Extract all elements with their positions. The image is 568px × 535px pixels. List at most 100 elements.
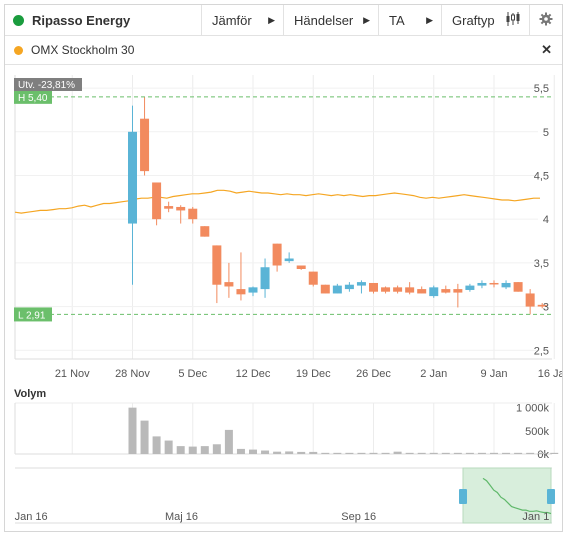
navigator-line bbox=[482, 477, 552, 515]
candle-body bbox=[128, 131, 137, 224]
volume-bar bbox=[405, 452, 414, 454]
x-tick-label: 26 Dec bbox=[356, 368, 391, 380]
volume-bar bbox=[490, 452, 498, 454]
candle-body bbox=[489, 282, 499, 285]
x-tick-label: 2 Jan bbox=[420, 368, 447, 380]
comparison-label: OMX Stockholm 30 bbox=[31, 43, 135, 57]
volume-bar bbox=[381, 452, 390, 454]
price-chart[interactable]: H 5,40 L 2,91 5,5 5 4,5 4 3,5 3 2,5 21 Nov 28 No… bbox=[5, 65, 562, 531]
volume-bar bbox=[369, 452, 378, 454]
volume-bar bbox=[176, 446, 185, 454]
gear-icon bbox=[539, 12, 553, 29]
candle-body bbox=[164, 206, 174, 209]
candles-layer bbox=[128, 96, 547, 315]
chart-type-menu[interactable]: Graftyp bbox=[441, 5, 529, 35]
candle-body bbox=[272, 243, 282, 266]
ta-menu[interactable]: TA ▶ bbox=[378, 5, 441, 35]
volume-tick-label: 500k bbox=[525, 426, 549, 438]
volume-bar bbox=[212, 444, 221, 454]
candle-body bbox=[393, 287, 403, 292]
candle-body bbox=[332, 285, 342, 294]
chevron-right-icon: ▶ bbox=[426, 14, 433, 25]
y-tick-label: 4,5 bbox=[534, 170, 549, 182]
candle-body bbox=[200, 226, 210, 237]
volume-bar bbox=[285, 451, 294, 454]
candle-body bbox=[224, 282, 234, 287]
candle-body bbox=[212, 245, 222, 285]
volume-bar bbox=[429, 452, 438, 454]
low-badge bbox=[14, 307, 52, 322]
settings-button[interactable] bbox=[529, 5, 562, 35]
x-tick-label: 5 Dec bbox=[178, 368, 207, 380]
candle-body bbox=[188, 208, 198, 220]
volume-bar bbox=[514, 452, 523, 454]
high-low-layer: H 5,40 L 2,91 bbox=[14, 89, 552, 322]
candle-body bbox=[140, 118, 150, 172]
x-tick-label: 19 Dec bbox=[296, 368, 331, 380]
volume-panel: Volym 1 000k 500k 0k bbox=[14, 388, 559, 461]
ta-label: TA bbox=[389, 12, 405, 28]
change-label: Utv. -23,81% bbox=[18, 80, 75, 91]
instrument-name: Ripasso Energy bbox=[32, 12, 131, 28]
navigator-tick-label: Jan 1 bbox=[522, 511, 549, 523]
volume-bar bbox=[393, 451, 402, 454]
candle-body bbox=[513, 282, 523, 292]
chart-type-label: Graftyp bbox=[452, 12, 495, 28]
candle-body bbox=[296, 265, 306, 269]
events-label: Händelser bbox=[294, 12, 354, 28]
candle-body bbox=[417, 289, 427, 294]
candle-body bbox=[525, 293, 535, 307]
candle-body bbox=[236, 289, 246, 295]
volume-tick-label: 1 000k bbox=[516, 403, 550, 415]
candle-body bbox=[465, 285, 475, 290]
index-line bbox=[14, 189, 540, 214]
volume-bar bbox=[465, 452, 474, 454]
y-tick-label: 4 bbox=[543, 214, 549, 226]
y-tick-label: 5,5 bbox=[534, 83, 549, 95]
volume-bar bbox=[441, 452, 450, 454]
navigator-tick-label: Sep 16 bbox=[341, 511, 376, 523]
close-icon[interactable]: ✕ bbox=[541, 42, 552, 57]
volume-bar bbox=[321, 452, 330, 454]
y-axis: 5,5 5 4,5 4 3,5 3 2,5 bbox=[534, 83, 549, 357]
candle-body bbox=[356, 282, 366, 286]
volume-bar bbox=[345, 452, 354, 454]
navigator-window bbox=[462, 467, 552, 524]
volume-bar bbox=[417, 452, 426, 454]
chevron-right-icon: ▶ bbox=[268, 14, 275, 25]
compare-menu[interactable]: Jämför ▶ bbox=[201, 5, 283, 35]
candle-body bbox=[441, 289, 451, 293]
events-menu[interactable]: Händelser ▶ bbox=[283, 5, 378, 35]
compare-label: Jämför bbox=[212, 12, 252, 28]
volume-bar bbox=[164, 440, 173, 454]
high-label: H 5,40 bbox=[18, 93, 48, 104]
y-tick-label: 3,5 bbox=[534, 258, 549, 270]
candle-body bbox=[369, 282, 378, 292]
candle-body bbox=[501, 282, 511, 288]
candle-body bbox=[284, 258, 294, 262]
x-tick-label: 28 Nov bbox=[115, 368, 150, 380]
volume-bar bbox=[273, 451, 282, 454]
y-tick-label: 2,5 bbox=[534, 345, 549, 357]
volume-bar bbox=[453, 452, 462, 454]
chart-widget: Ripasso Energy Jämför ▶ Händelser ▶ TA ▶… bbox=[4, 4, 563, 532]
volume-bar bbox=[526, 452, 535, 454]
candle-body bbox=[344, 284, 354, 290]
candle-body bbox=[248, 287, 258, 293]
volume-bar bbox=[502, 452, 511, 454]
volume-bar bbox=[224, 429, 233, 454]
volume-bar bbox=[477, 452, 486, 454]
volume-bar bbox=[188, 446, 197, 454]
volume-bar bbox=[297, 451, 306, 454]
navigator-handle-left bbox=[459, 489, 467, 504]
index-line-layer bbox=[14, 189, 540, 214]
chart-toolbar: Ripasso Energy Jämför ▶ Händelser ▶ TA ▶… bbox=[5, 5, 562, 36]
volume-bar bbox=[357, 452, 366, 454]
comparison-legend: OMX Stockholm 30 ✕ bbox=[5, 36, 562, 65]
volume-bar bbox=[236, 448, 245, 454]
navigator-handle-right bbox=[547, 489, 555, 504]
navigator-tick-label: Jan 16 bbox=[15, 511, 48, 523]
chevron-right-icon: ▶ bbox=[363, 14, 370, 25]
navigator[interactable]: Jan 16 Maj 16 Sep 16 Jan 1 bbox=[15, 467, 555, 524]
candle-body bbox=[308, 271, 318, 285]
